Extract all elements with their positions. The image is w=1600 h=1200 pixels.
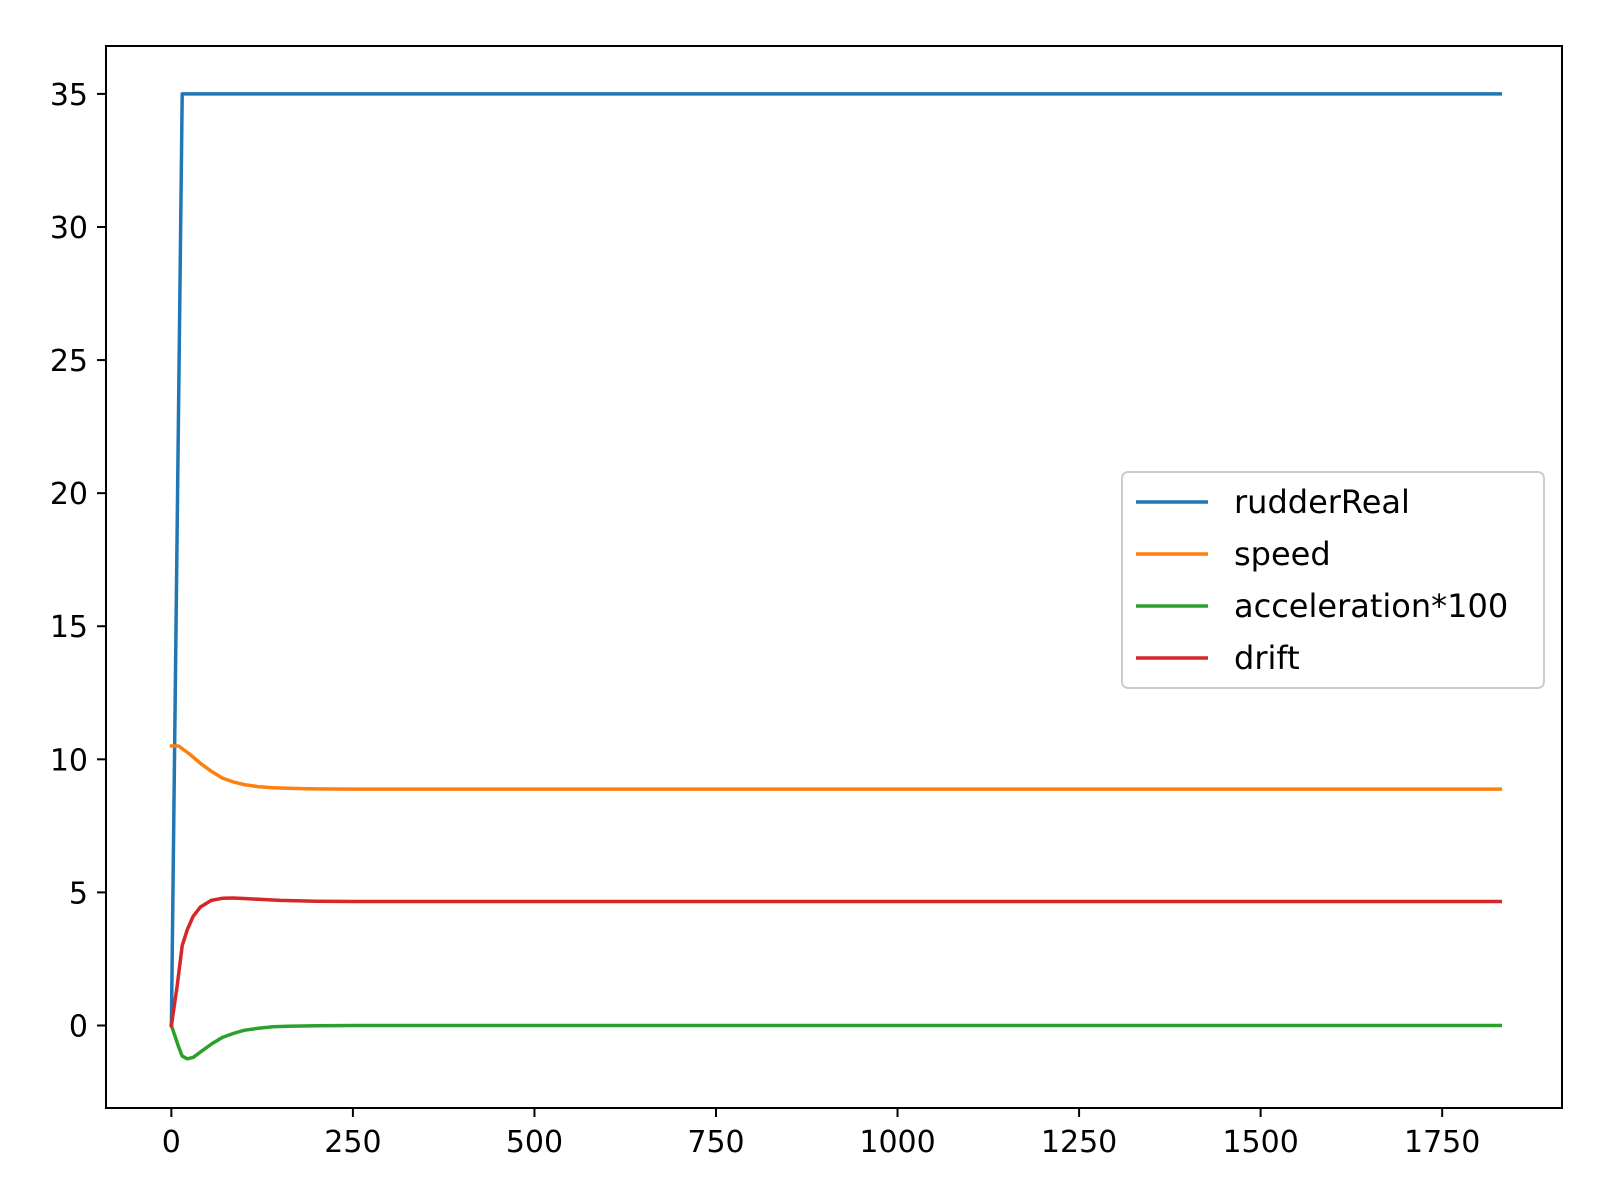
y-tick-label: 35 bbox=[50, 78, 88, 113]
legend: rudderReal speed acceleration*100 drift bbox=[1121, 471, 1545, 689]
legend-label-0: rudderReal bbox=[1234, 483, 1410, 521]
x-tick-label: 1000 bbox=[859, 1125, 935, 1160]
y-tick-label: 10 bbox=[50, 743, 88, 778]
y-tick-label: 20 bbox=[50, 477, 88, 512]
x-tick-label: 1250 bbox=[1041, 1125, 1117, 1160]
x-tick-label: 750 bbox=[687, 1125, 744, 1160]
y-tick-label: 25 bbox=[50, 344, 88, 379]
x-tick-label: 1750 bbox=[1404, 1125, 1480, 1160]
legend-label-3: drift bbox=[1234, 639, 1300, 677]
y-tick-label: 30 bbox=[50, 211, 88, 246]
x-tick-label: 0 bbox=[162, 1125, 181, 1160]
y-tick-label: 15 bbox=[50, 610, 88, 645]
x-tick-label: 500 bbox=[506, 1125, 563, 1160]
series-line-0 bbox=[169, 92, 1503, 1028]
legend-label-2: acceleration*100 bbox=[1234, 587, 1508, 625]
legend-label-1: speed bbox=[1234, 535, 1331, 573]
x-tick-label: 250 bbox=[324, 1125, 381, 1160]
series-line-3 bbox=[169, 896, 1503, 1028]
axis-ticks: 0 250 500 750 1000 1250 1500 1750 0 5 10 15 20 25 30 35 bbox=[50, 78, 1481, 1160]
legend-box bbox=[1121, 471, 1545, 689]
series-layer bbox=[169, 92, 1503, 1061]
y-tick-label: 0 bbox=[69, 1009, 88, 1044]
plot-frame bbox=[105, 45, 1563, 1109]
x-tick-label: 1500 bbox=[1222, 1125, 1298, 1160]
y-tick-label: 5 bbox=[69, 876, 88, 911]
series-line-1 bbox=[169, 744, 1503, 791]
series-line-2 bbox=[169, 1023, 1503, 1061]
